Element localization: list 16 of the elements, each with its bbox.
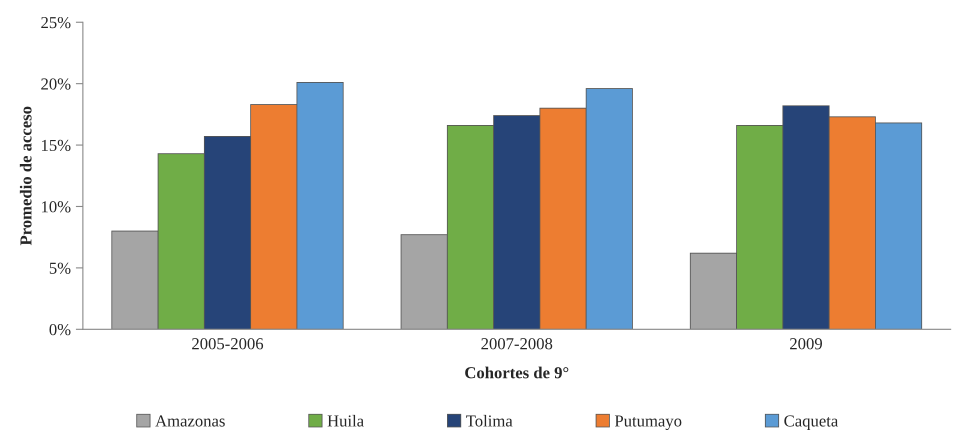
legend-label: Tolima [466,414,513,427]
y-tick-label: 0% [49,324,70,336]
y-tick-label: 5% [50,262,70,274]
x-tick-label: 2007-2008 [481,338,552,350]
legend-label: Putumayo [614,415,682,430]
y-tick-label: 20% [41,78,70,90]
legend-label: Caqueta [784,415,838,430]
y-tick-label: 25% [41,16,70,28]
x-tick-label: 2009 [790,338,822,350]
y-axis-title: Promedio de acceso [20,106,32,246]
legend-label: Amazonas [155,415,225,427]
x-axis-title: Cohortes de 9° [465,366,568,378]
y-tick-label: 10% [42,201,70,212]
legend-label: Huila [328,414,364,427]
x-tick-label: 2005-2006 [192,338,264,350]
y-tick-label: 15% [42,140,70,152]
